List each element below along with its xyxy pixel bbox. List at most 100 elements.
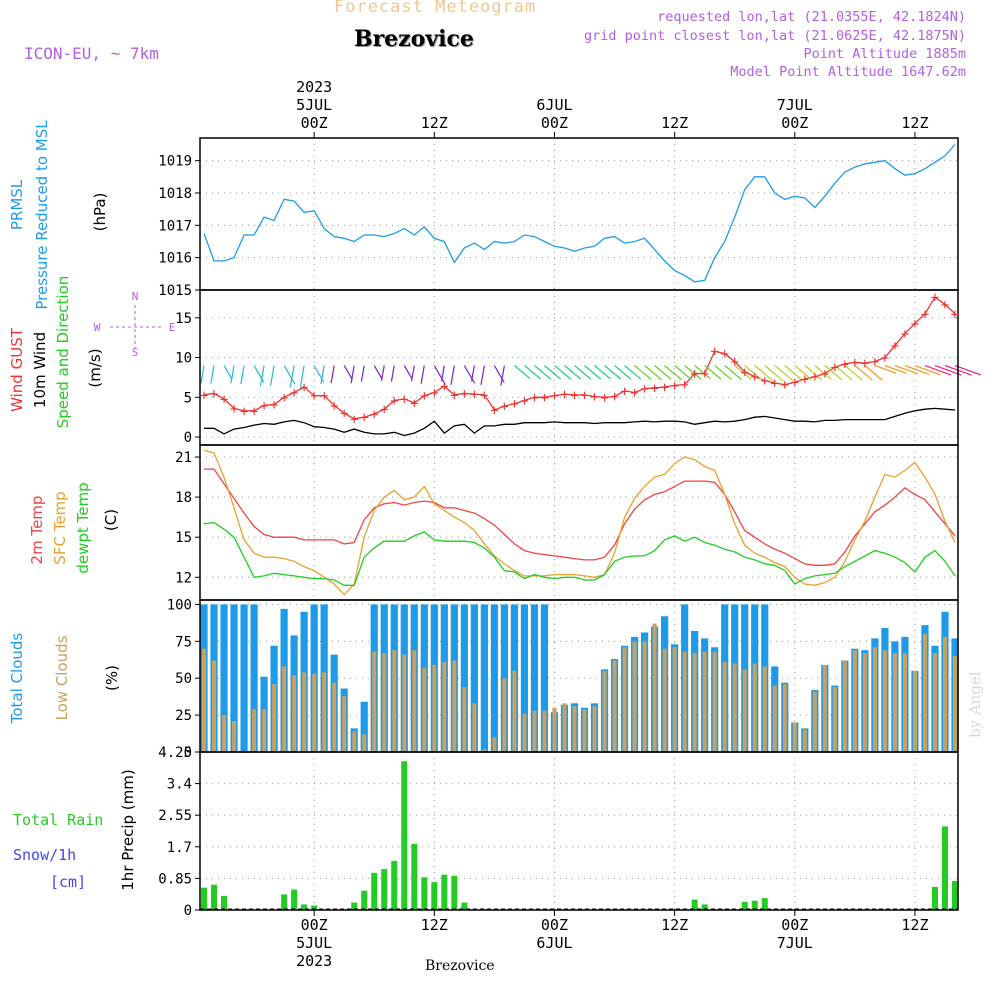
compass-w: W [94, 321, 101, 334]
pressure-label-1: PRMSL [8, 179, 26, 230]
wind-arrow [634, 365, 652, 380]
gust-marker: + [700, 366, 708, 382]
gust-marker: + [350, 412, 358, 428]
low-cloud-bar [672, 647, 677, 752]
temp2m-label: 2m Temp [28, 496, 46, 565]
ytick-label: 0 [184, 903, 192, 919]
gust-marker: + [430, 386, 438, 402]
gust-marker: + [560, 387, 568, 403]
wind-arrow [834, 365, 853, 381]
wind-arrow [440, 365, 445, 382]
top-time-label: 5JUL [296, 96, 332, 114]
wind-arrow [914, 364, 941, 376]
wind-arrow [694, 365, 711, 380]
wind-arrow [289, 365, 295, 388]
low-cloud-bar [702, 651, 707, 752]
total-cloud-bar [230, 604, 238, 752]
low-cloud-bar [722, 661, 727, 752]
wind-arrow [784, 365, 803, 381]
total-cloud-bar [240, 604, 248, 752]
panel-frame [199, 751, 959, 911]
bottom-time-label: 12Z [901, 916, 928, 934]
rain-bar [761, 898, 768, 910]
total-clouds-label: Total Clouds [8, 633, 26, 725]
ytick-label: 3.4 [167, 777, 192, 793]
precip-label: 1hr Precip (mm) [119, 769, 137, 890]
rain-bar [411, 843, 418, 910]
ytick-label: 15 [175, 311, 192, 327]
rain-bar [311, 905, 318, 910]
model-name: ICON-EU, ~ 7km [24, 44, 159, 63]
low-cloud-bar [622, 647, 627, 752]
gust-marker: + [781, 378, 789, 394]
low-cloud-bar [282, 666, 287, 752]
total-cloud-bar [470, 604, 478, 752]
gust-marker: + [921, 307, 929, 323]
low-cloud-bar [532, 710, 537, 752]
gust-marker: + [390, 393, 398, 409]
low-cloud-bar [542, 710, 547, 752]
wind-arrow [764, 365, 784, 382]
low-cloud-bar [732, 663, 737, 752]
low-cloud-bar [882, 650, 887, 752]
gust-marker: + [740, 365, 748, 381]
rain-bar [951, 881, 958, 910]
gust-marker: + [250, 404, 258, 420]
low-cloud-bar [952, 656, 957, 752]
low-cloud-bar [682, 651, 687, 752]
low-cloud-bar [232, 721, 237, 752]
wind-arrow [774, 365, 794, 382]
top-time-label: 12Z [661, 114, 688, 132]
gust-marker: + [290, 386, 298, 402]
low-cloud-bar [652, 623, 657, 752]
low-cloud-bar [692, 653, 697, 752]
low-cloud-bar [562, 703, 567, 752]
low-cloud-bar [202, 648, 207, 752]
gust-marker: + [630, 386, 638, 402]
wind-arrow [534, 365, 552, 380]
gust-marker: + [941, 297, 949, 313]
rain-bar [431, 882, 438, 910]
low-cloud-bar [492, 737, 497, 752]
wind-arrow [269, 365, 275, 386]
gust-marker: + [550, 389, 558, 405]
wind-arrow [874, 364, 897, 374]
low-cloud-bar [502, 678, 507, 752]
winddir-label: Speed and Direction [54, 276, 72, 429]
gust-marker: + [310, 389, 318, 405]
low-cloud-bar [822, 664, 827, 752]
gust-marker: + [680, 378, 688, 394]
gust-marker: + [510, 397, 518, 413]
snow-unit-label: [cm] [50, 873, 86, 891]
gust-marker: + [270, 397, 278, 413]
low-cloud-bar [382, 653, 387, 752]
low-cloud-bar [842, 660, 847, 752]
gust-marker: + [420, 389, 428, 405]
bottom-time-label: 7JUL [777, 934, 813, 952]
top-time-label: 00Z [781, 114, 808, 132]
model-altitude: Model Point Altitude 1647.62m [730, 64, 966, 80]
wind-arrow [380, 365, 385, 381]
top-time-label: 00Z [541, 114, 568, 132]
low-cloud-bar [592, 706, 597, 752]
ytick-label: 15 [175, 530, 192, 546]
gust-label: Wind GUST [8, 327, 26, 412]
low-cloud-bar [302, 672, 307, 752]
gust-marker: + [520, 393, 528, 409]
gridpoint-coords: grid point closest lon,lat (21.0625E, 42… [583, 28, 966, 44]
wind-arrow [403, 365, 413, 379]
low-cloud-bar [662, 648, 667, 752]
gust-marker: + [220, 392, 228, 408]
wind-arrow [704, 365, 722, 380]
low-cloud-bar [912, 670, 917, 752]
low-cloud-bar [262, 709, 267, 752]
low-cloud-bar [792, 722, 797, 752]
low-cloud-bar [332, 682, 337, 752]
wind-arrow [854, 365, 873, 381]
wind-arrow [954, 364, 982, 376]
rain-bar [741, 901, 748, 910]
low-cloud-bar [472, 703, 477, 752]
wind-arrow [814, 365, 832, 380]
wind-arrow [514, 365, 531, 380]
ytick-label: 12 [175, 570, 192, 586]
